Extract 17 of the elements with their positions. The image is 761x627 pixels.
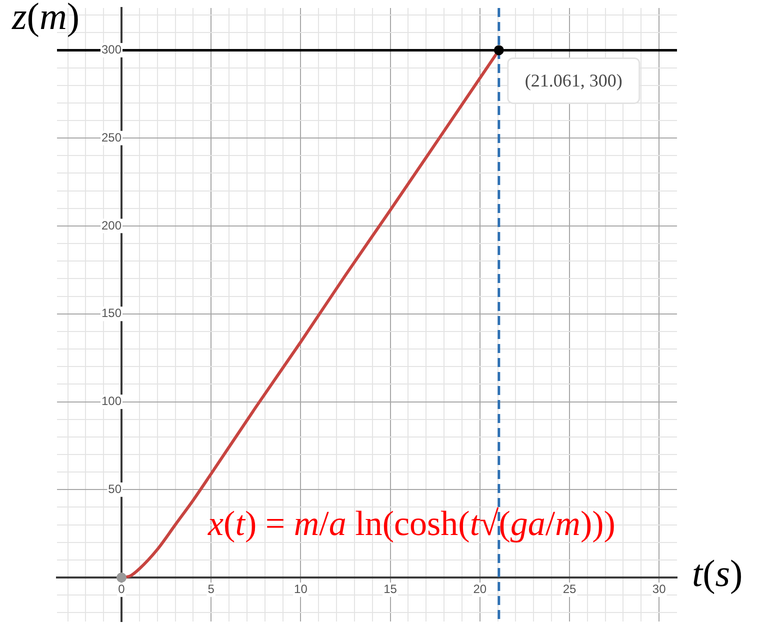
y-tick-label: 200 xyxy=(101,218,122,232)
y-tick-label: 250 xyxy=(101,130,122,144)
y-axis-title: z(m) xyxy=(12,0,80,38)
y-tick-label: 100 xyxy=(101,394,122,408)
x-tick-label: 10 xyxy=(294,582,308,596)
x-tick-label: 15 xyxy=(384,582,398,596)
y-tick-label: 50 xyxy=(108,482,122,496)
x-tick-label: 30 xyxy=(652,582,666,596)
annotation: (21.061, 300) xyxy=(524,70,622,90)
x-tick-label: 5 xyxy=(208,582,215,596)
text: x(t) = m/a ln(cosh(t√(ga/m))) xyxy=(208,504,616,543)
x-tick-label: 20 xyxy=(473,582,487,596)
x-tick-label: 0 xyxy=(118,582,126,596)
x-tick-label: 25 xyxy=(562,582,576,596)
x-axis-title: t(s) xyxy=(692,552,743,595)
y-tick-label: 150 xyxy=(101,306,122,320)
y-tick-label: 300 xyxy=(101,42,122,56)
